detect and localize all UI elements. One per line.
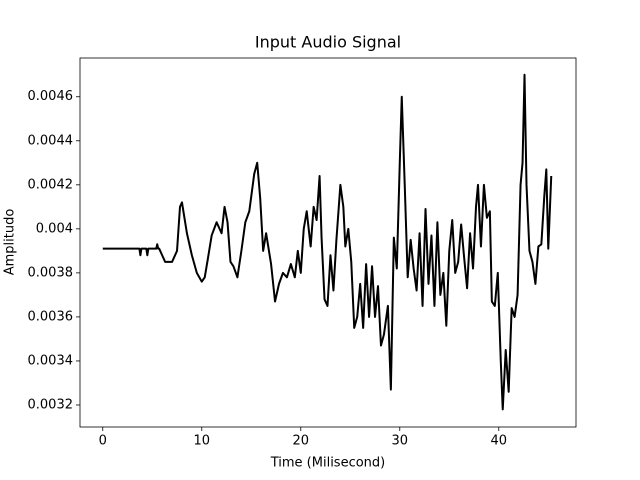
chart-title: Input Audio Signal <box>255 33 401 52</box>
y-tick-label: 0.0038 <box>28 265 74 280</box>
x-tick-label: 40 <box>491 434 508 449</box>
y-tick-label: 0.0044 <box>28 133 74 148</box>
y-axis-label: Amplitudo <box>3 209 18 276</box>
y-tick-label: 0.004 <box>36 221 73 236</box>
y-tick-label: 0.0032 <box>28 397 74 412</box>
x-tick-label: 30 <box>392 434 409 449</box>
x-axis-label: Time (Milisecond) <box>270 456 386 471</box>
y-tick-label: 0.0042 <box>28 177 74 192</box>
y-tick-label: 0.0034 <box>28 353 74 368</box>
x-tick-label: 20 <box>293 434 310 449</box>
plot-frame <box>79 57 577 428</box>
y-tick-label: 0.0046 <box>28 89 74 104</box>
y-tick-label: 0.0036 <box>28 309 74 324</box>
x-tick-label: 10 <box>193 434 210 449</box>
x-tick-label: 0 <box>99 434 107 449</box>
signal-line <box>102 73 553 411</box>
